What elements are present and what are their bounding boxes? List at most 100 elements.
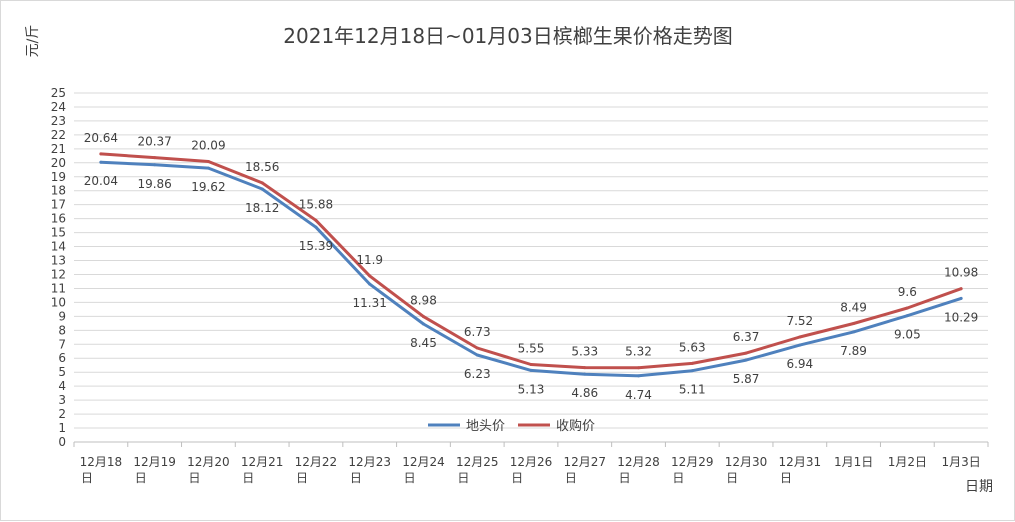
data-point-1 [475,346,479,350]
grid-lines [74,92,988,443]
y-tick-label: 22 [51,128,66,142]
x-tick-label: 12月21 [241,455,284,469]
y-tick-label: 3 [58,393,66,407]
x-tick-label-line2: 日 [242,471,254,485]
y-tick-label: 19 [51,170,66,184]
data-point-0 [368,282,372,286]
data-label-0: 6.23 [464,367,491,381]
y-tick-label: 6 [58,351,66,365]
data-label-1: 9.6 [898,285,917,299]
data-label-0: 6.94 [786,357,813,371]
y-tick-label: 7 [58,337,66,351]
data-point-1 [744,351,748,355]
y-tick-label: 5 [58,365,66,379]
data-label-0: 19.86 [137,177,171,191]
data-point-1 [637,366,641,370]
data-label-1: 7.52 [786,314,813,328]
legend-label-1: 收购价 [556,418,595,434]
y-tick-label: 20 [51,156,66,170]
data-label-0: 18.12 [245,201,279,215]
y-tick-label: 17 [51,198,66,212]
legend: 地头价 收购价 [428,418,595,434]
x-tick-label: 12月25 [456,455,499,469]
data-point-0 [421,322,425,326]
y-tick-label: 4 [58,379,66,393]
y-tick-label: 24 [51,100,66,114]
data-label-1: 8.98 [410,294,437,308]
data-label-1: 20.37 [137,135,171,149]
data-label-0: 8.45 [410,336,437,350]
y-tick-label: 13 [51,254,66,268]
data-point-1 [529,363,533,367]
x-tick-label: 12月28 [617,455,660,469]
x-tick-label: 12月30 [725,455,768,469]
data-point-0 [852,330,856,334]
data-point-1 [798,335,802,339]
x-tick-label: 1月2日 [888,455,927,469]
data-label-1: 20.64 [84,131,118,145]
data-point-1 [905,306,909,310]
data-point-1 [368,274,372,278]
data-label-0: 5.87 [733,372,760,386]
data-label-1: 6.37 [733,330,760,344]
data-label-1: 18.56 [245,160,279,174]
x-tick-label-line2: 日 [457,471,469,485]
data-label-1: 8.49 [840,300,867,314]
data-label-1: 6.73 [464,325,491,339]
data-label-1: 5.63 [679,340,706,354]
legend-label-0: 地头价 [466,419,505,434]
y-tick-label: 10 [51,295,66,309]
y-tick-label: 2 [58,407,66,421]
x-tick-label: 12月19 [133,455,176,469]
chart-title: 2021年12月18日~01月03日槟榔生果价格走势图 [283,24,732,48]
data-point-0 [206,166,210,170]
y-tick-label: 25 [51,86,66,100]
data-point-0 [153,163,157,167]
x-tick-label: 12月20 [187,455,230,469]
data-label-0: 9.05 [894,328,921,342]
data-point-1 [206,160,210,164]
x-tick-label: 12月23 [348,455,391,469]
x-tick-label-line2: 日 [672,471,684,485]
data-point-0 [637,374,641,378]
data-point-0 [690,369,694,373]
data-point-0 [260,187,264,191]
y-axis-unit-label: 元/斤 [25,25,41,58]
x-tick-label-line2: 日 [726,471,738,485]
data-labels: 20.04 19.86 19.62 18.12 15.39 11.31 8.45 6.23 5.… [84,131,979,402]
data-label-0: 4.74 [625,388,652,402]
y-tick-label: 1 [58,421,66,435]
data-point-1 [959,287,963,291]
x-tick-label-line2: 日 [404,471,416,485]
data-point-1 [852,321,856,325]
data-label-0: 7.89 [840,344,867,358]
data-label-1: 15.88 [299,197,333,211]
x-tick-label-line2: 日 [511,471,523,485]
data-point-1 [99,152,103,156]
x-axis-ticks: 12月18 日 12月19 日 12月20 日 12月21 日 12月22 日 12月23 日 12月2… [73,442,989,485]
data-label-0: 5.11 [679,383,706,397]
data-point-1 [690,361,694,365]
data-label-0: 20.04 [84,174,118,188]
x-tick-label: 12月26 [510,455,553,469]
x-tick-label-line2: 日 [565,471,577,485]
x-tick-label-line2: 日 [296,471,308,485]
series-lines [99,152,963,378]
data-point-0 [744,358,748,362]
x-tick-label-line2: 日 [81,471,93,485]
y-tick-label: 23 [51,114,66,128]
data-label-1: 10.98 [944,266,978,280]
x-tick-label-line2: 日 [780,471,792,485]
data-point-1 [583,366,587,370]
data-label-1: 5.32 [625,345,652,359]
data-point-0 [959,296,963,300]
data-point-0 [905,314,909,318]
y-tick-label: 8 [58,323,66,337]
y-tick-label: 12 [51,267,66,281]
data-point-0 [475,353,479,357]
y-tick-label: 9 [58,309,66,323]
data-point-1 [421,315,425,319]
data-point-0 [583,372,587,376]
